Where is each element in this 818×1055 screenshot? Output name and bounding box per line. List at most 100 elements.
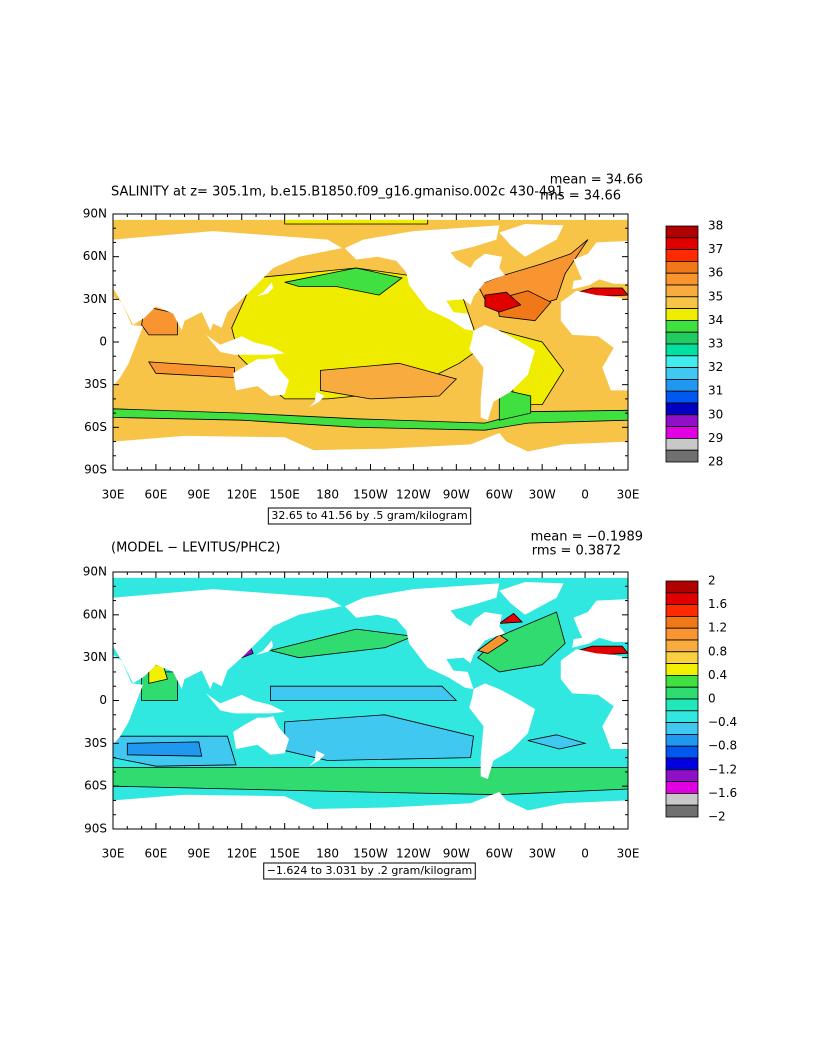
colorbar-label: −0.8 [708,739,737,753]
colorbar-box [665,627,699,641]
x-tick-label: 150W [353,847,388,861]
land [206,334,285,355]
colorbar-label: 28 [708,455,723,469]
x-tick-label: 60W [486,847,513,861]
colorbar-box [665,639,699,653]
land [113,654,143,745]
x-tick-label: 30W [529,847,556,861]
land [344,583,505,690]
colorbar-box [665,710,699,723]
x-tick-label: 90W [443,488,470,502]
land [499,582,564,615]
colorbar-box [665,663,699,676]
land [469,683,535,779]
y-tick-label: 30S [84,736,107,750]
land [113,231,342,331]
panel-title: SALINITY at z= 305.1m, b.e15.B1850.f09_g… [111,185,564,200]
colorbar-box [665,225,699,239]
y-tick-label: 30S [84,377,107,391]
colorbar-label: 36 [708,266,723,280]
colorbar-box [665,437,699,451]
y-tick-label: 60N [83,607,107,621]
colorbar-box [665,592,699,605]
colorbar-box [665,237,699,251]
x-tick-label: 120E [227,847,258,861]
colorbar-label: 37 [708,242,723,256]
colorbar-box [665,781,699,794]
land [560,290,628,391]
x-tick-label: 120W [396,847,431,861]
colorbar-box [665,734,699,747]
colorbar-label: 33 [708,337,723,351]
colorbar-label: 38 [708,219,723,233]
colorbar-label: 1.2 [708,621,727,635]
land [469,324,535,421]
x-tick-label: 90E [187,488,210,502]
contour-region [270,628,414,659]
colorbar-box [665,449,699,463]
x-tick-label: 0 [581,488,589,502]
colorbar-box [665,769,699,782]
colorbar-label: 29 [708,431,723,445]
land [113,791,628,829]
colorbar-label: 0.4 [708,668,727,682]
colorbar-label: −2 [708,810,726,824]
range-note: 32.65 to 41.56 by .5 gram/kilogram [271,509,467,522]
rms-label: rms = 34.66 [540,189,621,204]
land [572,599,628,648]
x-tick-label: 0 [581,847,589,861]
land [572,241,628,290]
contour-region [498,388,532,421]
contour-region [484,291,522,313]
colorbar-box [665,390,699,404]
colorbar-box [665,757,699,771]
colorbar-label: 31 [708,384,723,398]
colorbar-box [665,414,699,427]
mean-label: mean = −0.1989 [531,530,643,545]
colorbar-label: −0.4 [708,715,737,729]
land [256,640,274,655]
map [113,214,628,470]
land [113,589,342,690]
colorbar-box [665,686,699,700]
land [233,716,289,755]
colorbar-box [665,378,699,392]
panel-title: (MODEL − LEVITUS/PHC2) [111,541,280,556]
colorbar-box [665,296,699,309]
y-tick-label: 30N [83,292,107,306]
contour-region [269,685,458,701]
colorbar-box [665,651,699,664]
contour-region [284,267,403,296]
colorbar-box [665,604,699,617]
colorbar-label: 30 [708,407,723,421]
x-tick-label: 180 [316,847,339,861]
colorbar-label: 1.6 [708,597,727,611]
land [309,391,325,408]
land [309,750,325,767]
colorbar-box [665,355,699,368]
y-tick-label: 90S [84,822,107,836]
colorbar-box [665,284,699,298]
x-tick-label: 30E [617,488,640,502]
y-tick-label: 90N [83,565,107,579]
colorbar-label: 35 [708,289,723,303]
x-tick-label: 30E [102,847,125,861]
x-tick-label: 150E [269,488,300,502]
colorbar-box [665,580,699,594]
colorbar-box [665,249,699,262]
contour-region [319,362,458,400]
contour-region [527,734,587,750]
x-tick-label: 60E [144,847,167,861]
colorbar-box [665,272,699,286]
colorbar-box [665,804,699,818]
range-note: −1.624 to 3.031 by .2 gram/kilogram [267,864,473,877]
land [113,296,143,387]
colorbar-box [665,319,699,333]
colorbar-label: 32 [708,360,723,374]
colorbar-label: −1.6 [708,786,737,800]
land [499,224,564,257]
y-tick-label: 0 [99,693,107,707]
mean-label: mean = 34.66 [550,173,643,188]
land [206,693,285,714]
